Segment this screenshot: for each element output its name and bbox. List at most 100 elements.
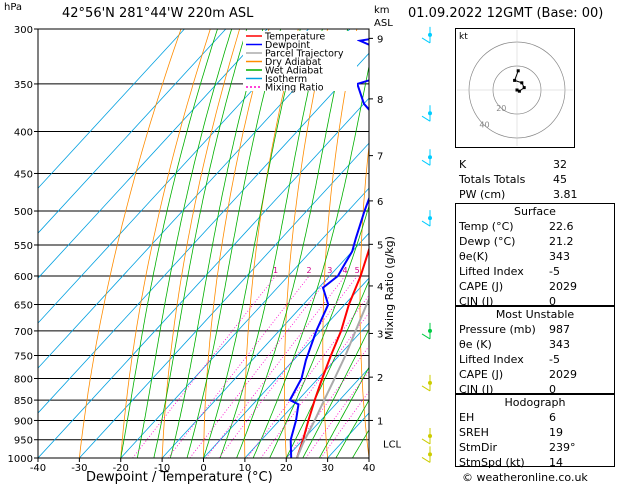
- isotherm-line: [79, 142, 369, 458]
- height-tick-label: 4: [377, 282, 383, 293]
- hodograph-point: [517, 89, 521, 93]
- dry-adiabat-line: [621, 29, 629, 458]
- stat-row: Lifted Index -5: [456, 264, 614, 279]
- wet-adiabat-line: [219, 29, 323, 458]
- isotherm-line: [38, 97, 369, 458]
- wind-barb-dot: [428, 216, 432, 221]
- mixing-ratio-line: [132, 275, 276, 458]
- mixing-ratio-line: [305, 370, 369, 458]
- mixing-ratio-axis-title: Mixing Ratio (g/kg): [383, 236, 396, 340]
- pressure-tick-label: 900: [14, 416, 33, 427]
- hodograph-point: [520, 81, 524, 85]
- stat-value: 2029: [549, 280, 577, 293]
- mixing-ratio-line: [246, 294, 369, 458]
- mixing-ratio-line: [218, 275, 358, 458]
- wind-barb-dot: [428, 380, 432, 385]
- dry-adiabat-line: [161, 29, 240, 458]
- pressure-tick-label: 300: [14, 25, 33, 36]
- index-row: K 32: [455, 157, 582, 172]
- wet-adiabat-line: [285, 279, 369, 458]
- dry-adiabat-line: [244, 29, 299, 458]
- dry-adiabat-line: [359, 142, 369, 458]
- pressure-tick-label: 450: [14, 169, 33, 180]
- isotherm-line: [38, 52, 369, 414]
- wet-adiabat-line: [252, 64, 369, 458]
- stat-name: θe (K): [459, 338, 492, 351]
- hodograph: 20 40 kt: [455, 28, 575, 148]
- mixing-ratio-label: 15: [416, 266, 426, 275]
- wind-barb-flag: [421, 115, 431, 122]
- isotherm-line: [38, 29, 185, 189]
- pressure-unit-label: hPa: [4, 2, 23, 13]
- wet-adiabat-line: [302, 328, 369, 458]
- wet-adiabat-line: [203, 29, 301, 458]
- legend-label: Isotherm: [265, 74, 307, 85]
- dry-adiabat-line: [396, 29, 416, 458]
- pressure-tick-label: 550: [14, 241, 33, 252]
- pressure-tick-label: 500: [14, 207, 33, 218]
- stat-row: CAPE (J) 2029: [456, 279, 614, 294]
- stat-value: 2029: [549, 368, 577, 381]
- height-tick-label: 1: [377, 416, 383, 427]
- stat-value: 14: [549, 456, 563, 469]
- isotherm-line: [244, 322, 369, 458]
- stat-row: Pressure (mb) 987: [456, 322, 614, 337]
- wet-adiabat-line: [170, 29, 264, 458]
- stat-value: 6: [549, 411, 556, 424]
- height-tick-label: 2: [377, 373, 383, 384]
- stat-value: 0: [549, 295, 556, 308]
- hodograph-ring-label: 20: [496, 104, 506, 113]
- wet-adiabat-line: [136, 29, 233, 458]
- stat-name: Temp (°C): [459, 220, 514, 233]
- pressure-tick-label: 650: [14, 301, 33, 312]
- index-value: 45: [553, 173, 567, 186]
- temperature-tick-label: -10: [154, 463, 170, 474]
- pressure-tick-label: 600: [14, 272, 33, 283]
- dry-adiabat-line: [431, 29, 452, 458]
- pressure-tick-label: 400: [14, 128, 33, 139]
- wind-barb-dot: [428, 32, 432, 37]
- wind-barb-dot: [428, 155, 432, 160]
- dry-adiabat-line: [203, 29, 270, 458]
- stat-row: StmDir 239°: [456, 440, 614, 455]
- stat-value: 239°: [549, 441, 576, 454]
- mixing-ratio-label: 1: [273, 266, 278, 275]
- mixing-ratio-label: 2: [307, 266, 312, 275]
- most-unstable-box: Most Unstable Pressure (mb) 987 θe (K) 343 L…: [455, 306, 615, 397]
- wind-barb-flag: [421, 333, 431, 340]
- stat-value: 343: [549, 338, 570, 351]
- wind-barb-dot: [428, 433, 432, 438]
- stat-name: Dewp (°C): [459, 235, 516, 248]
- wet-adiabat-line: [120, 29, 218, 458]
- height-tick-label: 7: [377, 152, 383, 163]
- dry-adiabat-line: [284, 29, 328, 458]
- stat-name: SREH: [459, 426, 489, 439]
- pressure-tick-label: 1000: [8, 454, 33, 465]
- stat-name: CAPE (J): [459, 280, 504, 293]
- mixing-ratio-line: [286, 345, 369, 458]
- wet-adiabat-line: [186, 29, 281, 458]
- height-tick-label: 6: [377, 197, 383, 208]
- wind-barb-flag: [421, 37, 431, 44]
- stat-row: SREH 19: [456, 425, 614, 440]
- mixing-ratio-label: 5: [355, 266, 360, 275]
- wind-barb-flag: [421, 385, 431, 392]
- wind-barb-flag: [421, 438, 431, 445]
- stat-row: StmSpd (kt) 14: [456, 455, 614, 470]
- hodograph-unit-label: kt: [459, 32, 468, 42]
- stat-value: 21.2: [549, 235, 574, 248]
- index-row: Totals Totals 45: [455, 172, 582, 187]
- index-value: 3.81: [553, 188, 578, 201]
- indices-table: K 32 Totals Totals 45 PW (cm) 3.81: [455, 157, 582, 202]
- stat-row: CIN (J) 0: [456, 382, 614, 397]
- stat-row: CAPE (J) 2029: [456, 367, 614, 382]
- wet-adiabat-line: [335, 399, 369, 458]
- temperature-tick-label: 10: [239, 463, 252, 474]
- dry-adiabat-line: [120, 29, 211, 458]
- legend-label: Temperature: [264, 32, 325, 43]
- stat-name: StmSpd (kt): [459, 456, 525, 469]
- stat-name: θe(K): [459, 250, 489, 263]
- surface-box: Surface Temp (°C) 22.6 Dewp (°C) 21.2 θe(K) 3…: [455, 203, 615, 308]
- dry-adiabat-line: [79, 29, 182, 458]
- temperature-tick-label: 0: [200, 463, 206, 474]
